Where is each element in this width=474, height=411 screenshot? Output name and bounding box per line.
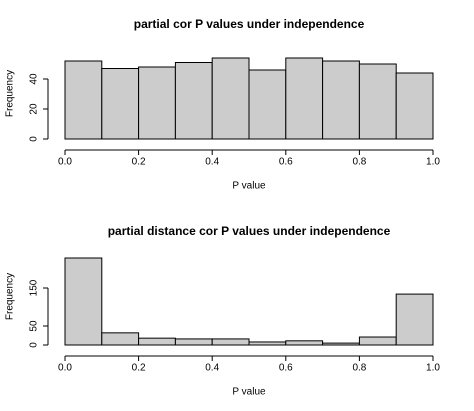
bar: [211, 338, 250, 346]
bar: [211, 57, 250, 140]
bar: [174, 62, 213, 140]
y-tick-label: 20: [29, 103, 40, 115]
x-axis-label: P value: [232, 181, 266, 192]
bar: [358, 336, 397, 346]
bar: [64, 257, 103, 346]
y-tick-label: 0: [29, 136, 40, 142]
bar: [322, 342, 360, 346]
x-tick-label: 0.4: [205, 157, 219, 168]
x-tick-label: 0.2: [132, 363, 146, 374]
y-tick-label: 50: [29, 320, 40, 332]
chart-title: partial cor P values under independence: [134, 17, 365, 31]
bar: [285, 57, 324, 140]
y-tick-label: 40: [29, 73, 40, 85]
bar: [248, 69, 287, 140]
x-tick-label: 0.4: [205, 363, 219, 374]
x-axis-label: P value: [232, 387, 266, 398]
y-tick-label: 0: [29, 342, 40, 348]
x-tick-label: 0.2: [132, 157, 146, 168]
x-tick-label: 0.6: [279, 363, 293, 374]
x-tick-label: 0.8: [352, 363, 366, 374]
x-tick-label: 0.0: [58, 363, 72, 374]
bar: [64, 60, 103, 140]
bar: [395, 72, 434, 140]
x-tick-label: 1.0: [426, 363, 440, 374]
bar: [138, 337, 176, 346]
x-tick-label: 0.0: [58, 157, 72, 168]
bar: [101, 68, 140, 140]
bar: [358, 63, 397, 140]
y-axis-label: Frequency: [5, 273, 16, 320]
y-axis-label: Frequency: [5, 70, 16, 117]
chart-title: partial distance cor P values under inde…: [108, 224, 391, 238]
bar: [101, 332, 140, 346]
x-tick-label: 0.8: [352, 157, 366, 168]
bar: [248, 341, 287, 346]
bar: [322, 60, 360, 140]
bar: [174, 338, 213, 346]
bar: [138, 66, 176, 140]
bar: [395, 293, 434, 346]
bar: [285, 340, 324, 346]
x-tick-label: 1.0: [426, 157, 440, 168]
x-tick-label: 0.6: [279, 157, 293, 168]
y-tick-label: 150: [29, 279, 40, 296]
